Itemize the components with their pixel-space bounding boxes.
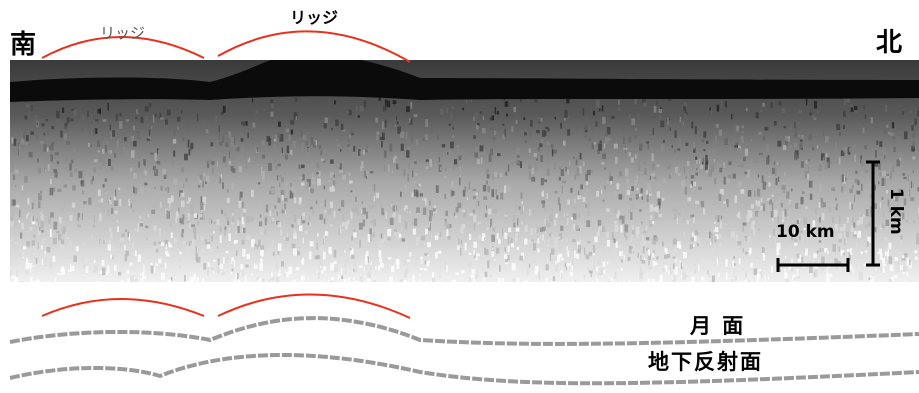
vertical-scale-label: 1 km bbox=[886, 188, 906, 235]
ridge-profile-lower-right bbox=[218, 294, 410, 318]
subsurface-reflector-line bbox=[10, 355, 919, 383]
ridge-profile-lower-left bbox=[42, 299, 204, 316]
horizontal-scale-label: 10 km bbox=[776, 222, 835, 242]
radargram bbox=[10, 52, 919, 290]
south-label: 南 bbox=[10, 24, 36, 61]
subsurface-label: 地下反射面 bbox=[648, 346, 763, 376]
ridge-profile-upper-right bbox=[218, 31, 410, 62]
ridge-label-right: リッジ bbox=[290, 4, 338, 28]
surface-label: 月 面 bbox=[690, 310, 745, 340]
ridge-label-left: リッジ bbox=[100, 22, 145, 43]
north-label: 北 bbox=[876, 22, 902, 59]
surface-trace-line bbox=[10, 318, 919, 344]
